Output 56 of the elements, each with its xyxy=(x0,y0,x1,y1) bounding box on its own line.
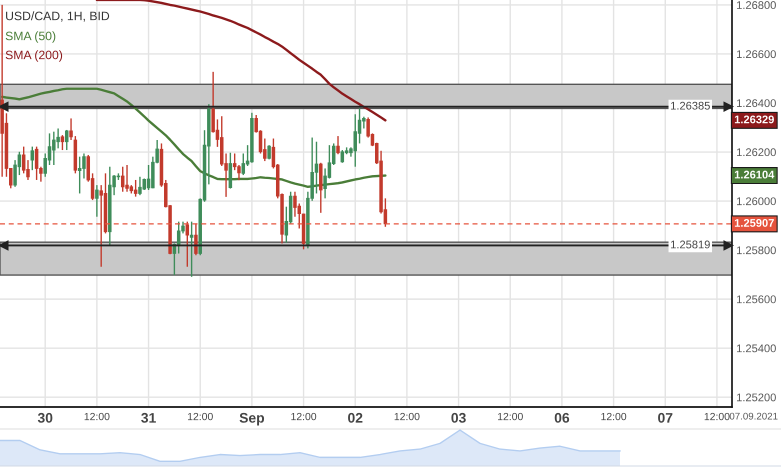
x-tick-label: 12:00 xyxy=(704,412,730,420)
x-tick-label: 12:00 xyxy=(84,412,110,420)
candlestick xyxy=(60,134,64,151)
line-series xyxy=(0,88,387,188)
candlestick xyxy=(134,179,138,198)
x-tick-label: 31 xyxy=(141,412,156,423)
y-tick-label: 1.26000 xyxy=(737,197,776,206)
candlestick xyxy=(22,146,26,174)
x-tick-label: 02 xyxy=(348,412,362,423)
y-tick-label: 1.26400 xyxy=(737,99,776,108)
x-tick-label: 12:00 xyxy=(394,412,420,420)
text: 07.09.2021 xyxy=(730,412,778,420)
y-tick-label: 1.26800 xyxy=(737,1,776,10)
x-tick-label: 12:00 xyxy=(291,412,316,420)
y-tick-label: 1.25600 xyxy=(737,295,776,304)
candlestick xyxy=(340,149,344,164)
candlestick xyxy=(30,146,34,171)
ref-line-label: 1.25907 xyxy=(734,218,774,227)
candlestick xyxy=(293,191,297,218)
candlestick xyxy=(194,222,198,256)
candlestick xyxy=(336,135,340,155)
candlestick xyxy=(146,164,150,191)
ref-line-label: 1.25819 xyxy=(671,240,710,248)
text: 1.26104 xyxy=(734,170,774,179)
candlestick xyxy=(99,184,103,268)
text: USD/CAD, 1H, BID xyxy=(6,11,110,22)
x-tick-label: Sep xyxy=(240,412,264,426)
candlestick xyxy=(232,152,236,171)
candlestick xyxy=(186,220,190,268)
x-tick-label: 12:00 xyxy=(188,412,213,420)
x-tick-label: 06 xyxy=(554,412,570,423)
candlestick xyxy=(52,130,56,166)
candlestick xyxy=(267,144,271,160)
x-tick-label: 12:00 xyxy=(601,412,626,420)
candlestick xyxy=(190,220,194,278)
x-tick-label: 03 xyxy=(451,412,466,423)
x-tick-label: 12:00 xyxy=(498,412,523,420)
y-tick-label: 1.25400 xyxy=(737,344,776,352)
candlestick xyxy=(64,129,68,151)
y-tick-label: 1.25800 xyxy=(737,246,776,254)
candlestick xyxy=(34,146,38,181)
candlestick xyxy=(56,128,60,150)
x-tick-label: 07 xyxy=(658,412,672,423)
text: SMA (50) xyxy=(6,31,56,43)
ref-line-label: 1.26385 xyxy=(671,102,710,110)
y-tick-label: 1.26200 xyxy=(737,148,776,156)
text: 1.26329 xyxy=(734,116,774,124)
candlestick xyxy=(125,164,129,192)
y-tick-label: 1.25200 xyxy=(737,393,776,402)
candlestick xyxy=(138,176,142,196)
y-tick-label: 1.26600 xyxy=(737,50,776,58)
candlestick xyxy=(242,152,246,176)
text: SMA (200) xyxy=(6,50,62,62)
candlestick xyxy=(95,184,99,218)
candlestick xyxy=(78,156,82,194)
x-tick-label: 30 xyxy=(38,412,52,423)
